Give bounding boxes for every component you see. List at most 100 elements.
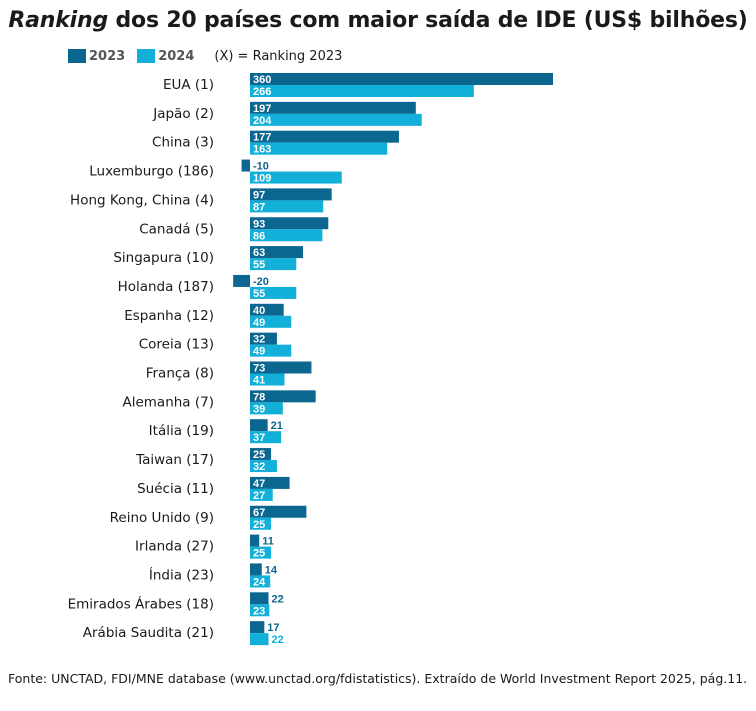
bar-2024-suecia-11	[250, 488, 273, 501]
value-label-2024-canada-5: 86	[253, 230, 265, 242]
category-label-eua-1: EUA (1)	[163, 77, 214, 93]
category-label-coreia-13: Coreia (13)	[139, 337, 214, 353]
category-label-india-23: Índia (23)	[149, 566, 214, 583]
value-label-2023-singapura-10: 63	[253, 247, 265, 259]
category-label-singapura-10: Singapura (10)	[113, 250, 214, 266]
bar-2023-singapura-10	[250, 246, 304, 259]
category-label-reino-unido-9: Reino Unido (9)	[110, 510, 214, 526]
legend-item-2023: 2023	[68, 49, 125, 64]
chart-title-rest: dos 20 países com maior saída de IDE (US…	[108, 8, 748, 33]
category-label-alemanha-7: Alemanha (7)	[122, 394, 214, 410]
category-label-hong-kong-china-4: Hong Kong, China (4)	[70, 192, 214, 208]
bar-2024-hong-kong-china-4	[250, 200, 324, 213]
category-label-arabia-saudita-21: Arábia Saudita (21)	[83, 625, 214, 641]
category-label-espanha-12: Espanha (12)	[124, 308, 214, 324]
value-label-2023-emirados-arabes-18: 22	[272, 593, 284, 605]
legend-swatch-2023	[68, 49, 86, 63]
value-label-2023-japao-2: 197	[253, 103, 271, 115]
value-label-2024-coreia-13: 49	[253, 346, 265, 358]
category-label-emirados-arabes-18: Emirados Árabes (18)	[68, 595, 214, 612]
category-label-irlanda-27: Irlanda (27)	[135, 539, 214, 555]
value-label-2024-hong-kong-china-4: 87	[253, 201, 265, 213]
value-label-2024-china-3: 163	[253, 144, 271, 156]
legend: 2023 2024 (X) = Ranking 2023	[68, 47, 342, 65]
bar-2024-singapura-10	[250, 258, 297, 271]
bar-2023-eua-1	[250, 73, 553, 85]
bar-2023-taiwan-17	[250, 448, 272, 461]
bar-2024-espanha-12	[250, 315, 292, 328]
value-label-2024-singapura-10: 55	[253, 259, 265, 271]
category-label-canada-5: Canadá (5)	[139, 221, 214, 237]
bar-2024-coreia-13	[250, 344, 292, 357]
category-label-china-3: China (3)	[152, 135, 214, 151]
value-label-2023-india-23: 14	[265, 564, 278, 576]
value-label-2023-taiwan-17: 25	[253, 449, 265, 461]
value-label-2023-reino-unido-9: 67	[253, 507, 265, 519]
value-label-2023-canada-5: 93	[253, 218, 265, 230]
legend-label-2023: 2023	[89, 48, 126, 64]
bar-2024-japao-2	[250, 113, 422, 126]
value-label-2023-suecia-11: 47	[253, 478, 265, 490]
value-label-2024-franca-8: 41	[253, 375, 265, 387]
bar-2024-china-3	[250, 142, 388, 155]
value-label-2024-japao-2: 204	[253, 115, 272, 127]
value-label-2023-espanha-12: 40	[253, 305, 265, 317]
bar-2024-reino-unido-9	[250, 517, 272, 530]
category-label-italia-19: Itália (19)	[149, 423, 214, 439]
value-label-2023-arabia-saudita-21: 17	[267, 622, 279, 634]
chart-title: Ranking dos 20 países com maior saída de…	[0, 8, 756, 33]
bar-2023-hong-kong-china-4	[250, 188, 332, 201]
value-label-2024-eua-1: 266	[253, 86, 271, 98]
bar-2023-luxemburgo-186	[241, 159, 250, 172]
source-note: Fonte: UNCTAD, FDI/MNE database (www.unc…	[8, 671, 748, 686]
bar-2023-coreia-13	[250, 332, 277, 345]
value-label-2024-emirados-arabes-18: 23	[253, 605, 265, 617]
bar-2023-canada-5	[250, 217, 329, 230]
value-label-2023-irlanda-27: 11	[262, 536, 274, 548]
value-label-2023-hong-kong-china-4: 97	[253, 189, 265, 201]
category-label-japao-2: Japão (2)	[152, 106, 214, 122]
legend-item-2024: 2024	[137, 49, 194, 64]
value-label-2024-arabia-saudita-21: 22	[272, 634, 284, 646]
bar-2023-suecia-11	[250, 476, 290, 489]
value-label-2023-china-3: 177	[253, 132, 271, 144]
bar-2024-emirados-arabes-18	[250, 604, 270, 617]
value-label-2024-luxemburgo-186: 109	[253, 173, 271, 185]
bar-2024-eua-1	[250, 85, 474, 97]
value-label-2024-reino-unido-9: 25	[253, 519, 265, 531]
bar-2023-reino-unido-9	[250, 505, 307, 518]
bar-2023-irlanda-27	[250, 534, 260, 547]
bar-2023-arabia-saudita-21	[250, 621, 265, 634]
bar-2023-china-3	[250, 130, 399, 143]
bar-2023-emirados-arabes-18	[250, 592, 269, 605]
bar-2024-alemanha-7	[250, 402, 283, 415]
value-label-2023-alemanha-7: 78	[253, 391, 265, 403]
bar-2024-franca-8	[250, 373, 285, 386]
bar-2024-holanda-187	[250, 286, 297, 299]
value-label-2024-espanha-12: 49	[253, 317, 265, 329]
bar-2024-india-23	[250, 575, 271, 588]
bar-2024-canada-5	[250, 229, 323, 242]
value-label-2023-luxemburgo-186: -10	[253, 161, 269, 173]
value-label-2023-franca-8: 73	[253, 363, 265, 375]
bar-2024-irlanda-27	[250, 546, 272, 559]
value-label-2023-eua-1: 360	[253, 74, 271, 86]
value-label-2023-holanda-187: -20	[253, 276, 269, 288]
bar-2023-india-23	[250, 563, 262, 576]
bar-2024-arabia-saudita-21	[250, 633, 269, 646]
value-label-2024-holanda-187: 55	[253, 288, 265, 300]
value-label-2024-taiwan-17: 32	[253, 461, 265, 473]
bar-2023-japao-2	[250, 101, 416, 114]
category-label-luxemburgo-186: Luxemburgo (186)	[89, 164, 214, 180]
value-label-2023-coreia-13: 32	[253, 334, 265, 346]
category-label-suecia-11: Suécia (11)	[137, 481, 214, 497]
value-label-2024-suecia-11: 27	[253, 490, 265, 502]
bar-2023-italia-19	[250, 419, 268, 432]
value-label-2024-italia-19: 37	[253, 432, 265, 444]
category-label-taiwan-17: Taiwan (17)	[135, 452, 214, 468]
bar-2024-taiwan-17	[250, 460, 277, 473]
bar-2023-franca-8	[250, 361, 312, 374]
bar-2023-alemanha-7	[250, 390, 316, 403]
bar-2024-luxemburgo-186	[250, 171, 342, 184]
